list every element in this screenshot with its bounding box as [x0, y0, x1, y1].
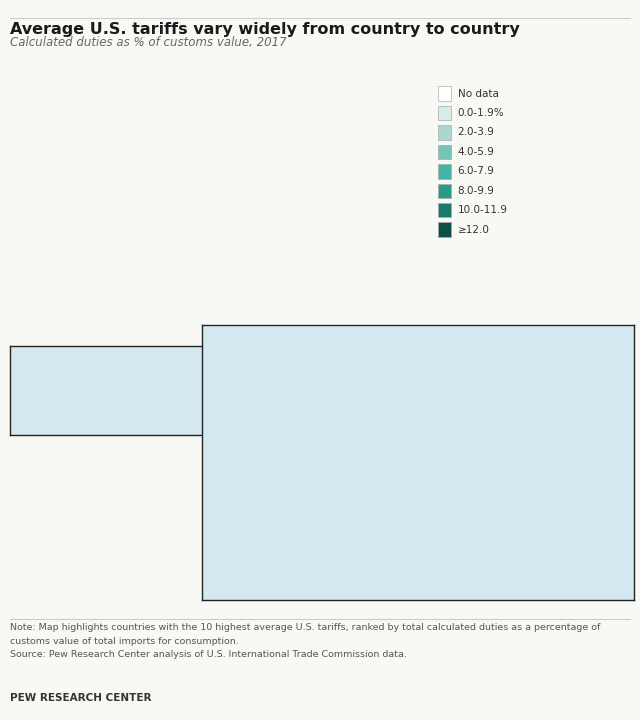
- Text: ≥12.0: ≥12.0: [458, 225, 490, 235]
- Text: 8.0-9.9: 8.0-9.9: [458, 186, 495, 196]
- Text: 4.0-5.9: 4.0-5.9: [458, 147, 495, 157]
- Text: Note: Map highlights countries with the 10 highest average U.S. tariffs, ranked : Note: Map highlights countries with the …: [10, 623, 600, 632]
- Text: Average U.S. tariffs vary widely from country to country: Average U.S. tariffs vary widely from co…: [10, 22, 519, 37]
- Text: Calculated duties as % of customs value, 2017: Calculated duties as % of customs value,…: [10, 36, 286, 49]
- Text: PEW RESEARCH CENTER: PEW RESEARCH CENTER: [10, 693, 151, 703]
- Text: 6.0-7.9: 6.0-7.9: [458, 166, 495, 176]
- Bar: [438, 86, 451, 101]
- Text: No data: No data: [458, 89, 499, 99]
- Bar: [438, 145, 451, 159]
- Bar: [438, 184, 451, 198]
- Text: customs value of total imports for consumption.: customs value of total imports for consu…: [10, 637, 238, 647]
- Bar: [438, 164, 451, 179]
- Text: Source: Pew Research Center analysis of U.S. International Trade Commission data: Source: Pew Research Center analysis of …: [10, 650, 406, 660]
- Text: 2.0-3.9: 2.0-3.9: [458, 127, 495, 138]
- Text: 10.0-11.9: 10.0-11.9: [458, 205, 508, 215]
- Bar: [438, 222, 451, 237]
- Bar: [438, 106, 451, 120]
- Bar: [438, 125, 451, 140]
- Text: 0.0-1.9%: 0.0-1.9%: [458, 108, 504, 118]
- Bar: [438, 203, 451, 217]
